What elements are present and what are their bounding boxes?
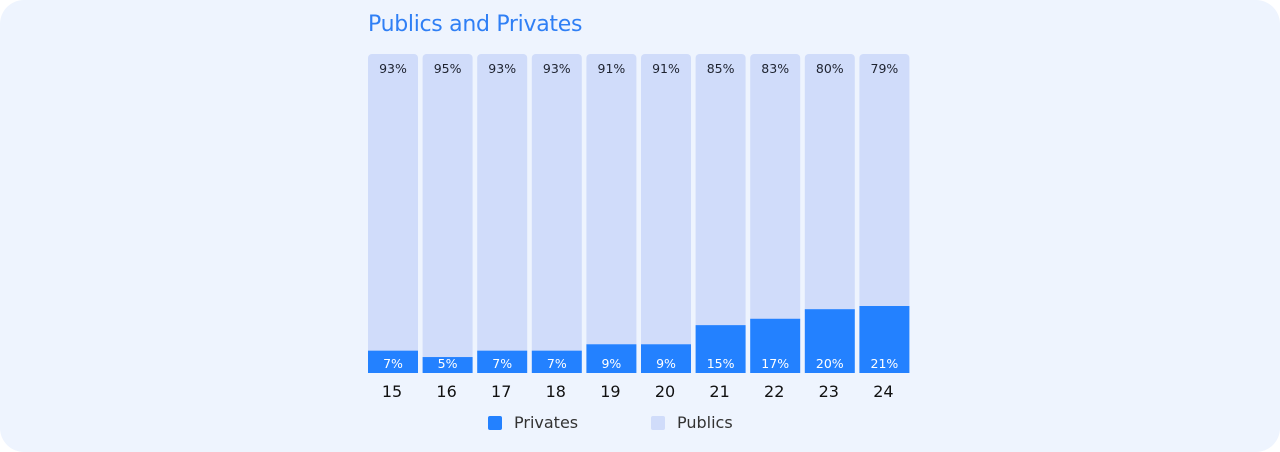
x-tick-label: 24	[873, 382, 893, 401]
label-publics: 91%	[598, 61, 626, 76]
label-publics: 85%	[707, 61, 735, 76]
label-publics: 93%	[488, 61, 516, 76]
label-privates: 5%	[438, 356, 458, 371]
bar-privates	[586, 344, 637, 373]
label-publics: 93%	[379, 61, 407, 76]
x-tick-label: 22	[764, 382, 784, 401]
legend-swatch-privates	[488, 415, 502, 430]
bar-privates	[804, 309, 855, 373]
bar-publics	[477, 54, 528, 357]
bar-privates	[750, 318, 801, 373]
x-tick-label: 19	[600, 382, 620, 401]
bar-publics	[804, 54, 855, 316]
legend-item-privates: Privates	[488, 413, 578, 432]
legend-label-publics: Publics	[677, 413, 733, 432]
label-publics: 95%	[434, 61, 462, 76]
bar-publics	[750, 54, 801, 325]
label-publics: 83%	[761, 61, 789, 76]
legend-item-publics: Publics	[651, 413, 733, 432]
bar-publics	[859, 54, 910, 313]
bar-publics	[586, 54, 637, 351]
bar-privates	[368, 350, 418, 373]
x-tick-label: 21	[709, 382, 729, 401]
label-privates: 7%	[492, 356, 512, 371]
x-tick-label: 17	[491, 382, 511, 401]
x-tick-label: 23	[819, 382, 839, 401]
bar-privates	[531, 350, 582, 373]
x-tick-label: 15	[382, 382, 402, 401]
x-tick-label: 20	[655, 382, 675, 401]
label-publics: 93%	[543, 61, 571, 76]
bar-privates	[422, 357, 473, 373]
label-privates: 17%	[761, 356, 789, 371]
bar-publics	[368, 54, 418, 357]
bar-privates	[695, 325, 746, 373]
bar-publics	[531, 54, 582, 357]
label-privates: 9%	[601, 356, 621, 371]
bar-publics	[641, 54, 691, 351]
label-privates: 7%	[547, 356, 567, 371]
label-publics: 80%	[816, 61, 844, 76]
label-privates: 7%	[383, 356, 403, 371]
label-privates: 21%	[871, 356, 899, 371]
legend-label-privates: Privates	[514, 413, 579, 432]
label-publics: 79%	[871, 61, 899, 76]
x-tick-label: 16	[436, 382, 456, 401]
legend-swatch-publics	[651, 415, 665, 430]
label-privates: 9%	[656, 356, 676, 371]
label-publics: 91%	[652, 61, 680, 76]
chart-title: Publics and Privates	[368, 12, 583, 37]
bar-privates	[641, 344, 691, 373]
bar-publics	[695, 54, 746, 332]
label-privates: 15%	[707, 356, 735, 371]
label-privates: 20%	[816, 356, 844, 371]
bar-privates	[859, 306, 910, 373]
bar-privates	[477, 350, 528, 373]
bar-publics	[422, 54, 473, 364]
x-tick-label: 18	[546, 382, 566, 401]
